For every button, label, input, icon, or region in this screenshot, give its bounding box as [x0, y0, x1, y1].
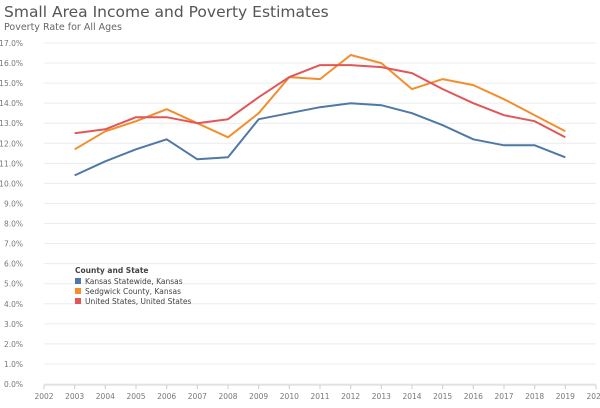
x-tick-label: 2016 [464, 392, 483, 401]
x-tick-label: 2015 [433, 392, 452, 401]
legend: County and State Kansas Statewide, Kansa… [75, 266, 191, 306]
x-tick-label: 2006 [157, 392, 176, 401]
legend-item-sedgwick[interactable]: Sedgwick County, Kansas [85, 287, 181, 296]
x-tick-label: 2004 [96, 392, 115, 401]
y-tick-label: 10.0% [0, 179, 23, 188]
y-tick-label: 14.0% [0, 99, 23, 108]
x-tick-label: 2019 [556, 392, 575, 401]
y-axis: 0.0% 1.0% 2.0% 3.0% 4.0% 5.0% 6.0% 7.0% 8.0% 9.0%… [0, 39, 23, 389]
gridlines [44, 42, 596, 385]
x-tick-label: 2007 [188, 392, 207, 401]
y-tick-label: 11.0% [0, 159, 23, 168]
legend-item-kansas[interactable]: Kansas Statewide, Kansas [85, 277, 183, 286]
x-tick-label: 2018 [525, 392, 544, 401]
y-tick-label: 16.0% [0, 59, 23, 68]
y-tick-label: 5.0% [4, 280, 23, 289]
y-tick-label: 1.0% [4, 360, 23, 369]
x-tick-label: 2009 [249, 392, 268, 401]
series-line-kansas[interactable] [74, 102, 566, 177]
x-tick-label: 2003 [65, 392, 84, 401]
y-tick-label: 2.0% [4, 340, 23, 349]
y-tick-label: 7.0% [4, 240, 23, 249]
x-tick-label: 2011 [310, 392, 329, 401]
y-tick-label: 0.0% [4, 380, 23, 389]
legend-swatch-kansas [75, 278, 81, 284]
y-tick-label: 3.0% [4, 320, 23, 329]
legend-title: County and State [75, 266, 149, 275]
y-tick-label: 4.0% [4, 300, 23, 309]
legend-swatch-sedgwick [75, 288, 81, 294]
x-tick-label: 2008 [218, 392, 237, 401]
y-tick-label: 9.0% [4, 199, 23, 208]
x-tick-label: 2005 [126, 392, 145, 401]
series-lines [74, 54, 566, 177]
y-tick-label: 15.0% [0, 79, 23, 88]
x-axis: 2002 2003 2004 2005 2006 2007 2008 2009 2010 2011… [34, 384, 600, 401]
legend-item-united-states[interactable]: United States, United States [85, 297, 191, 306]
y-tick-label: 17.0% [0, 39, 23, 48]
x-tick-label: 2010 [280, 392, 299, 401]
y-tick-label: 8.0% [4, 220, 23, 229]
y-tick-label: 12.0% [0, 139, 23, 148]
legend-swatch-united-states [75, 298, 81, 304]
series-line-sedgwick[interactable] [74, 54, 566, 151]
x-tick-label: 2002 [34, 392, 53, 401]
chart-title: Small Area Income and Poverty Estimates [4, 3, 329, 21]
x-tick-label: 2014 [402, 392, 421, 401]
x-tick-label: 2020 [586, 392, 600, 401]
x-tick-label: 2013 [372, 392, 391, 401]
x-tick-label: 2017 [494, 392, 513, 401]
series-line-united-states[interactable] [74, 64, 566, 139]
chart-subtitle: Poverty Rate for All Ages [4, 22, 122, 33]
x-tick-label: 2012 [341, 392, 360, 401]
y-tick-label: 6.0% [4, 260, 23, 269]
y-tick-label: 13.0% [0, 119, 23, 128]
